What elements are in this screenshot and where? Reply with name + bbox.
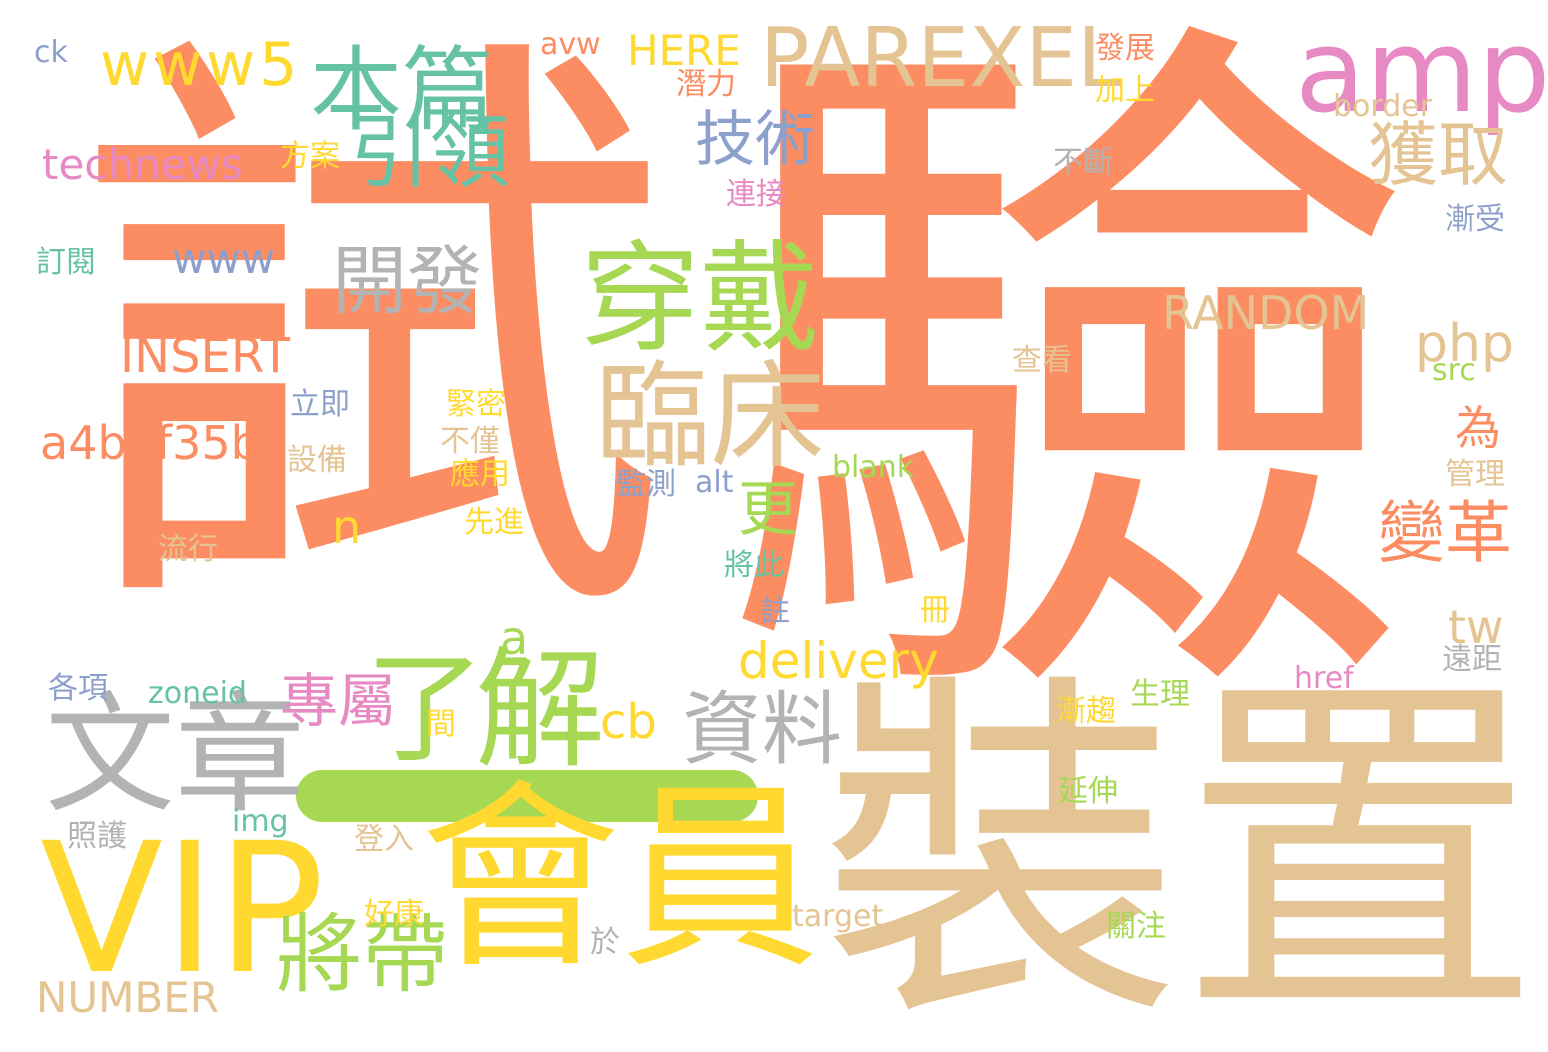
word-65: 各項	[48, 671, 108, 706]
word-10: amp	[1295, 5, 1548, 139]
word-33: tw	[1448, 600, 1504, 654]
word-54: 應用	[450, 457, 510, 492]
word-25: 變革	[1378, 494, 1512, 572]
word-29: a	[500, 611, 529, 665]
word-20: INSERT	[120, 328, 291, 384]
word-34: 將帶	[276, 905, 448, 1005]
word-30: delivery	[738, 632, 939, 690]
word-31: 資料	[682, 683, 842, 776]
word-27: n	[332, 500, 362, 554]
word-55: blank	[832, 450, 915, 485]
word-74: 登入	[354, 822, 414, 857]
word-26: 更	[738, 475, 798, 545]
word-46: 漸受	[1445, 202, 1505, 237]
word-23: php	[1415, 314, 1514, 374]
word-28: 專屬	[280, 667, 397, 735]
word-41: 潛力	[676, 67, 736, 102]
word-77: 關注	[1106, 909, 1166, 944]
word-52: 不僅	[440, 424, 500, 459]
word-11: PAREXEL	[760, 11, 1123, 106]
word-43: 方案	[280, 139, 340, 174]
word-44: 連接	[726, 177, 786, 212]
word-66: zoneid	[148, 676, 247, 711]
word-67: href	[1294, 661, 1354, 696]
word-3: 會員	[420, 763, 821, 996]
word-47: 訂閱	[36, 245, 96, 280]
word-22: RANDOM	[1162, 286, 1370, 340]
word-51: 緊密	[446, 387, 506, 422]
word-50: 立即	[290, 387, 350, 422]
word-69: 漸趨	[1056, 694, 1116, 729]
word-39: 發展	[1095, 31, 1155, 66]
word-18: 開發	[332, 237, 483, 325]
word-32: cb	[600, 694, 657, 750]
word-2: 裝置	[820, 645, 1540, 1052]
word-45: 不斷	[1053, 145, 1113, 180]
word-68: 生理	[1130, 677, 1190, 712]
word-61: 將此	[724, 548, 784, 583]
word-35: NUMBER	[36, 973, 219, 1022]
word-49: 查看	[1012, 343, 1072, 378]
word-36: HERE	[627, 26, 741, 75]
word-15: technews	[42, 140, 243, 189]
word-6: 解	[475, 634, 606, 786]
word-9: 臨床	[595, 350, 826, 484]
word-59: 流行	[158, 532, 218, 567]
word-71: 延伸	[1058, 774, 1118, 809]
word-37: avw	[540, 27, 601, 62]
word-12: 本篇	[310, 37, 495, 144]
word-16: 技術	[695, 105, 815, 175]
word-8: 穿戴	[580, 230, 820, 369]
word-62: 冊	[920, 593, 950, 628]
word-0: 試	[70, 0, 670, 689]
word-21: a4b3f35b	[40, 416, 260, 470]
word-56: 監測	[616, 467, 676, 502]
word-64: 遠距	[1442, 642, 1502, 677]
word-53: 設備	[287, 443, 347, 478]
word-73: 照護	[67, 819, 127, 854]
word-60: 先進	[464, 505, 524, 540]
word-4: VIP	[40, 805, 325, 1014]
word-57: alt	[695, 465, 734, 500]
word-13: 引領	[350, 106, 510, 199]
word-63: 註	[760, 594, 790, 629]
word-72: img	[232, 804, 289, 839]
word-24: 為	[1455, 401, 1501, 455]
word-78: 於	[590, 925, 620, 960]
word-42: border	[1333, 89, 1433, 124]
word-38: ck	[34, 35, 68, 70]
word-19: www	[172, 234, 276, 283]
word-75: target	[792, 899, 884, 934]
word-14: www5	[100, 30, 302, 100]
word-17: 獲取	[1368, 114, 1508, 196]
word-48: src	[1432, 353, 1476, 388]
word-1: 驗	[720, 0, 1420, 787]
word-76: 好康	[364, 897, 424, 932]
green-dash-glyph	[296, 770, 758, 822]
word-5: 文章	[45, 679, 306, 831]
word-58: 管理	[1445, 457, 1505, 492]
word-40: 加上	[1095, 73, 1155, 108]
word-70: 間	[426, 707, 456, 742]
word-7: 了	[365, 640, 485, 779]
